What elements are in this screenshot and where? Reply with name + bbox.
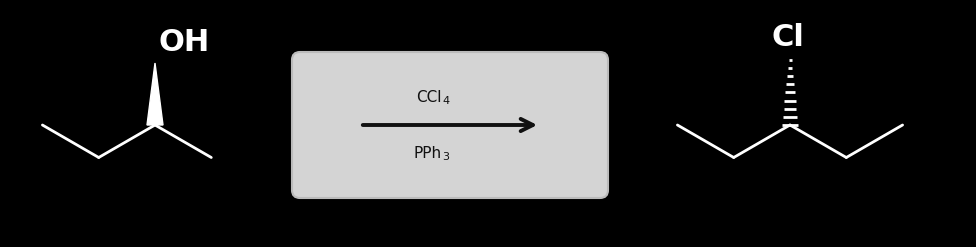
Text: CCl: CCl [417,89,442,104]
Text: 4: 4 [442,96,449,106]
Text: PPh: PPh [414,145,442,161]
Text: Cl: Cl [772,23,804,52]
Polygon shape [147,63,163,125]
FancyBboxPatch shape [292,52,608,198]
Text: OH: OH [159,28,210,57]
Text: 3: 3 [442,152,449,162]
